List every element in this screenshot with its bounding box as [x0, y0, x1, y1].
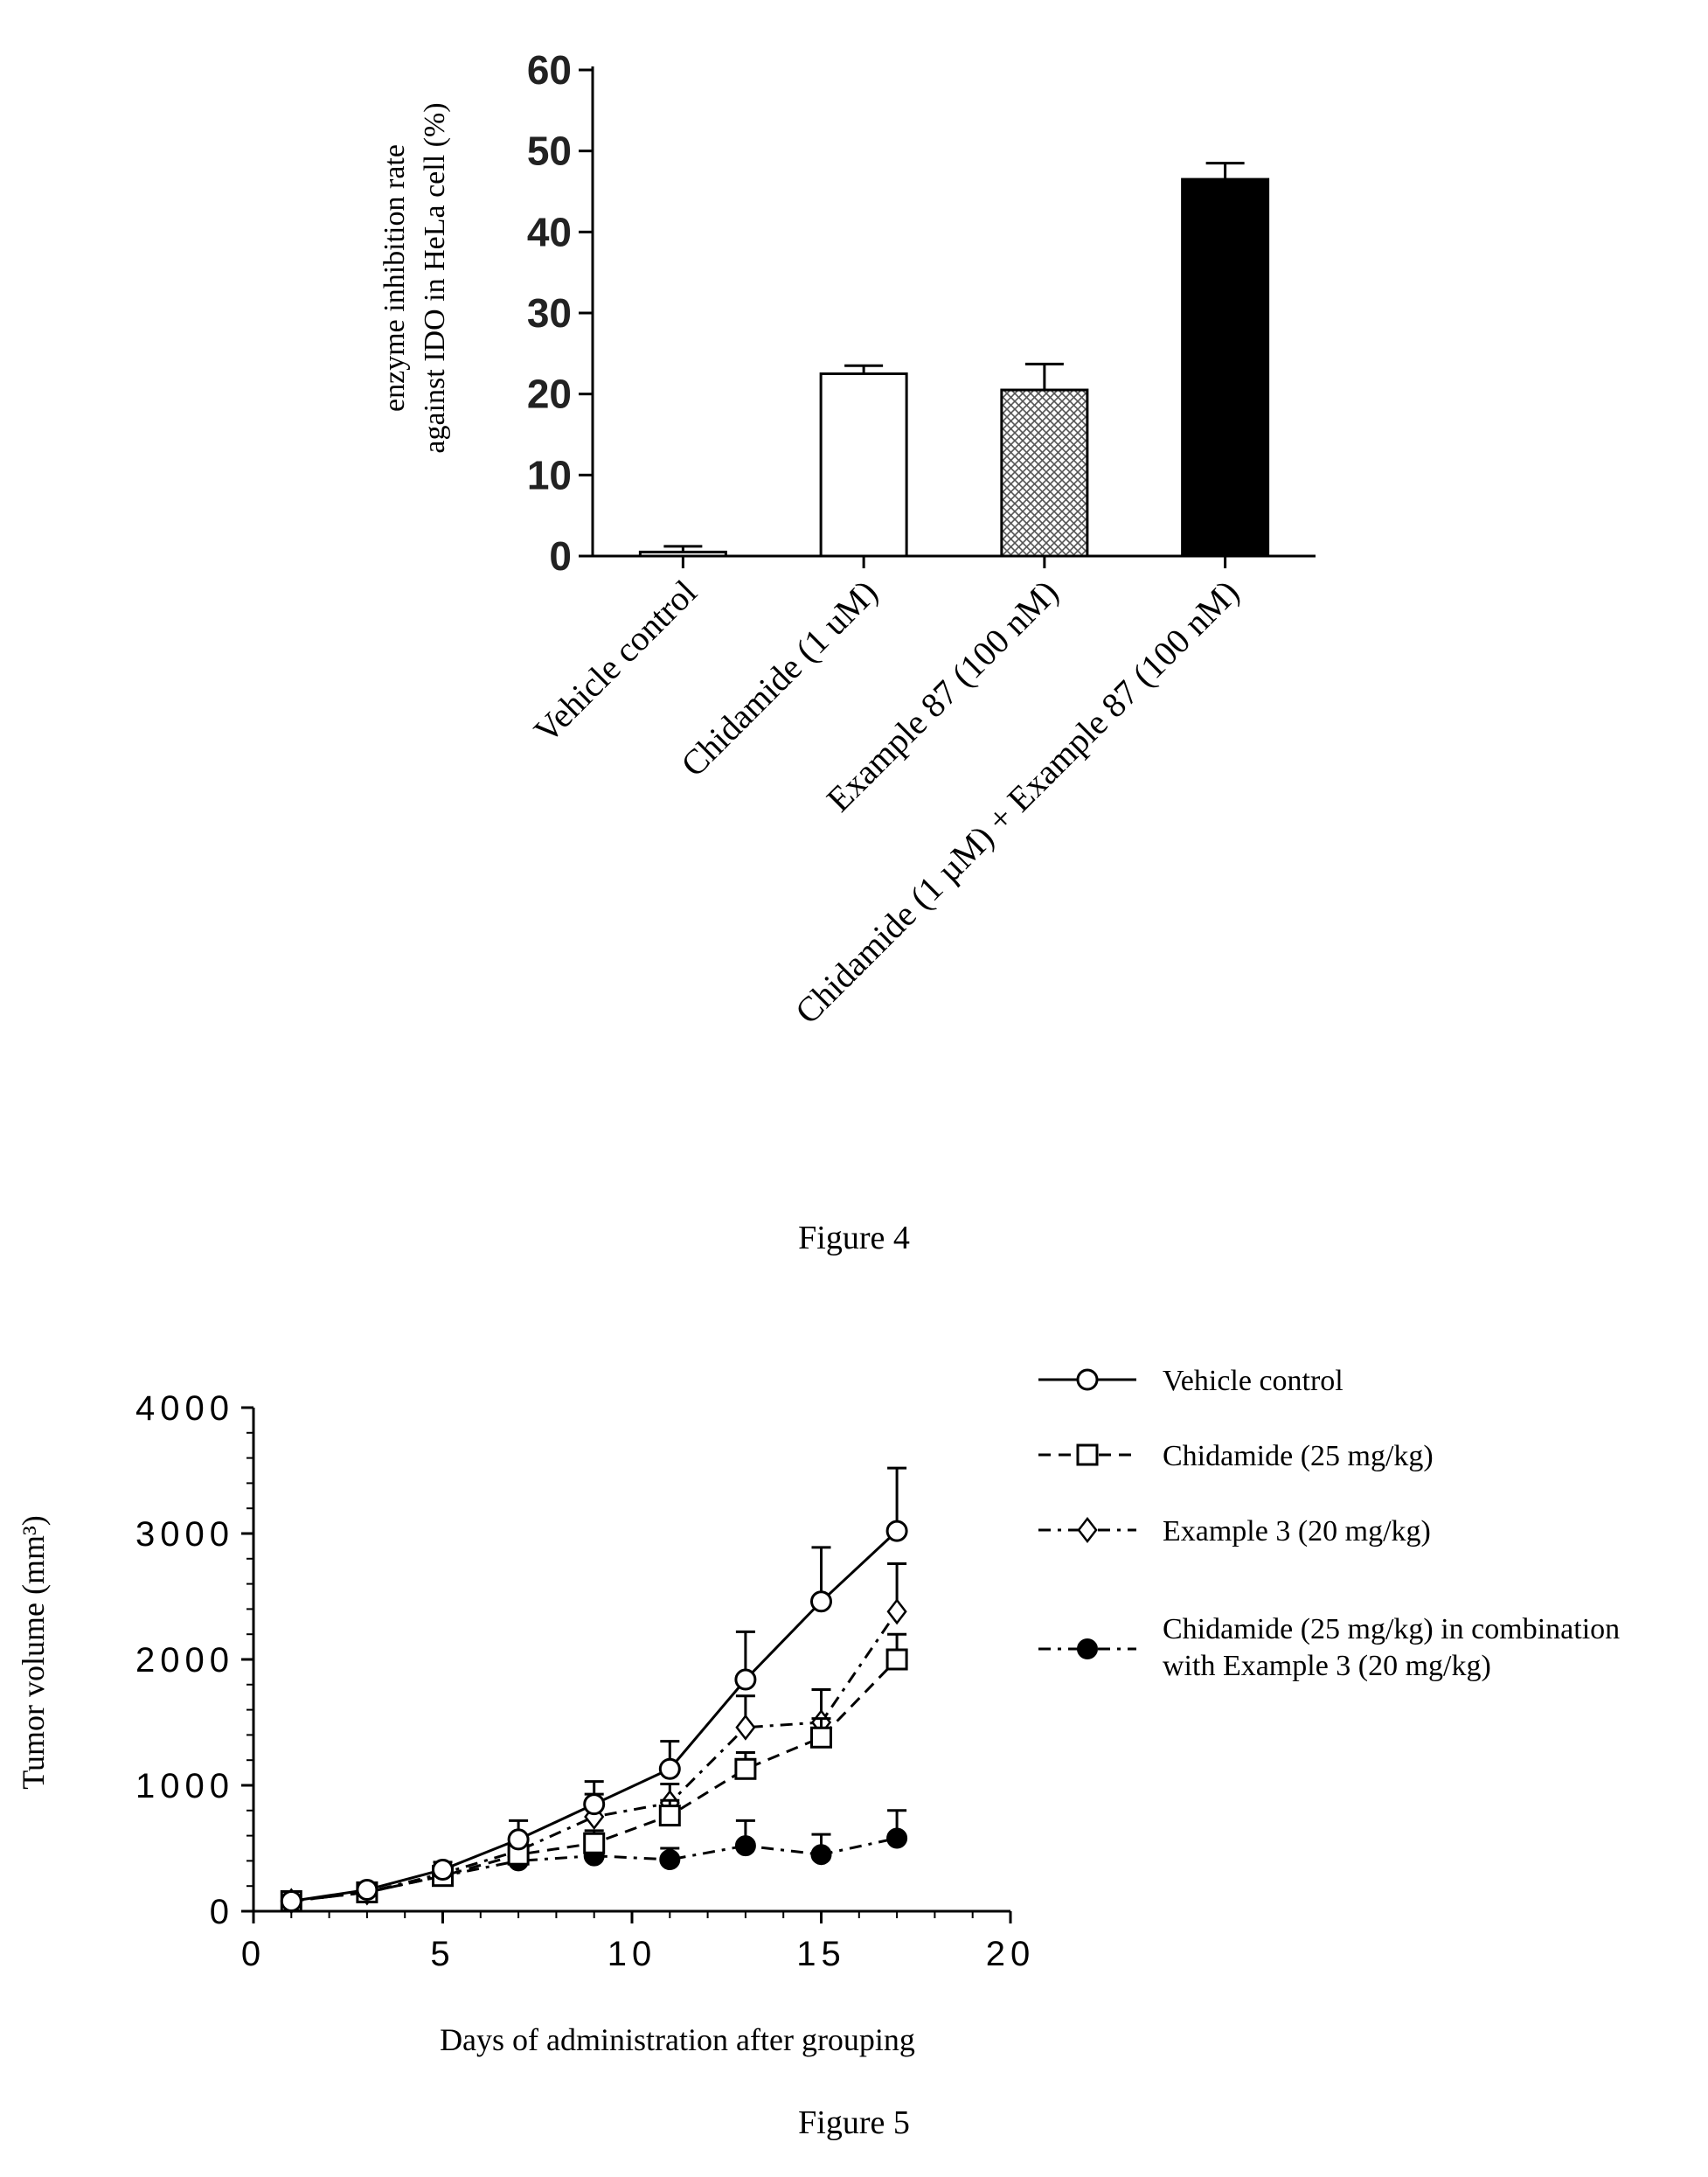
data-point	[507, 1828, 530, 1851]
line-chart-legend: Vehicle control Chidamide (25 mg/kg) Examp…	[1038, 1365, 1620, 1682]
data-point	[734, 1757, 757, 1780]
y-tick-label: 4000	[135, 1389, 234, 1428]
legend-marker	[1076, 1368, 1099, 1391]
bar-chart-y-axis-label-line-1: enzyme inhibition rate	[378, 144, 411, 412]
bar	[638, 550, 727, 558]
data-point	[734, 1668, 757, 1691]
y-tick-label: 10	[527, 452, 572, 497]
category-label: Chidamide (1 uM)	[673, 573, 885, 784]
y-tick-label: 40	[527, 209, 572, 254]
y-tick-label: 2000	[135, 1641, 234, 1680]
line-chart-series	[280, 1466, 908, 1915]
bar	[1000, 388, 1089, 558]
legend-label: Vehicle control	[1163, 1365, 1343, 1397]
legend-marker	[1076, 1443, 1099, 1466]
data-point	[886, 1827, 908, 1849]
legend-marker	[1077, 1516, 1098, 1544]
data-point	[734, 1835, 756, 1857]
data-point	[735, 1714, 756, 1741]
y-tick-label: 60	[527, 47, 572, 93]
x-tick-label: 0	[241, 1935, 266, 1973]
data-point	[886, 1598, 907, 1625]
y-tick-label: 1000	[135, 1767, 234, 1805]
legend-marker	[1077, 1638, 1098, 1659]
figure-4-caption: Figure 4	[798, 1220, 910, 1256]
data-point	[659, 1848, 681, 1870]
x-tick-label: 20	[986, 1935, 1036, 1973]
line-chart-axes	[241, 1406, 1012, 1923]
category-label: Vehicle control	[526, 573, 705, 751]
x-tick-label: 15	[796, 1935, 846, 1973]
bar-chart-y-tick-labels: 0 10 20 30 40 50 60	[527, 47, 572, 579]
data-point	[885, 1520, 908, 1542]
y-tick-label: 3000	[135, 1515, 234, 1554]
line-chart-y-axis-label: Tumor volume (mm³)	[16, 1515, 51, 1789]
y-tick-label: 0	[549, 533, 572, 579]
legend-label: Example 3 (20 mg/kg)	[1163, 1515, 1431, 1548]
data-point	[810, 1726, 832, 1749]
series	[280, 1466, 908, 1912]
legend-label: Chidamide (25 mg/kg)	[1163, 1440, 1434, 1472]
series	[280, 1632, 908, 1912]
data-point	[432, 1858, 454, 1881]
x-tick-label: 10	[608, 1935, 657, 1973]
y-tick-label: 50	[527, 129, 572, 174]
line-chart-figure-5: 0 1000 2000 3000 4000 0 5 10 15 20 Vehicle contro…	[16, 1365, 1620, 2141]
data-point	[658, 1805, 681, 1827]
figure-5-caption: Figure 5	[798, 2104, 910, 2141]
data-point	[810, 1844, 832, 1866]
legend-label: with Example 3 (20 mg/kg)	[1163, 1650, 1491, 1682]
data-point	[356, 1879, 378, 1902]
data-point	[810, 1590, 832, 1613]
line-chart-tick-labels: 0 1000 2000 3000 4000 0 5 10 15 20	[135, 1389, 1036, 1973]
bar-chart-y-axis-label-line-2: against IDO in HeLa cell (%)	[419, 102, 451, 453]
data-point	[583, 1793, 606, 1816]
y-tick-label: 0	[210, 1893, 234, 1931]
data-point	[658, 1757, 681, 1780]
line-chart-x-axis-label: Days of administration after grouping	[440, 2022, 915, 2057]
data-point	[280, 1889, 302, 1912]
y-tick-label: 20	[527, 372, 572, 417]
legend-label: Chidamide (25 mg/kg) in combination	[1163, 1613, 1620, 1645]
bar-chart-bars	[638, 162, 1270, 558]
x-tick-label: 5	[430, 1935, 455, 1973]
bar	[819, 372, 908, 558]
data-point	[885, 1648, 908, 1671]
data-point	[583, 1832, 606, 1854]
bar	[1181, 177, 1270, 558]
y-tick-label: 30	[527, 290, 572, 336]
